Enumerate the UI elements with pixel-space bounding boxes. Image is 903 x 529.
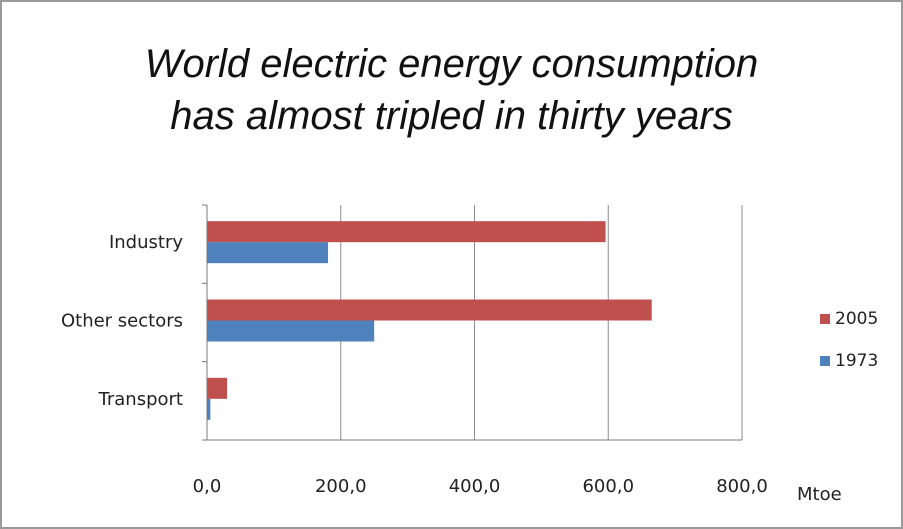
legend-swatch-1973 bbox=[820, 356, 830, 366]
chart-title-line-1: World electric energy consumption bbox=[144, 42, 759, 86]
legend-label-1973: 1973 bbox=[835, 351, 878, 371]
bar-2005 bbox=[207, 221, 606, 243]
bar-2005 bbox=[207, 377, 228, 399]
y-category-label: Industry bbox=[109, 232, 183, 253]
x-tick-label: 800,0 bbox=[716, 476, 768, 497]
chart-title-line-2: has almost tripled in thirty years bbox=[170, 94, 733, 138]
bar-1973 bbox=[207, 398, 211, 420]
grid-lines bbox=[340, 205, 743, 440]
x-axis-unit-label: Mtoe bbox=[797, 484, 842, 505]
legend: 2005 1973 bbox=[820, 309, 878, 371]
bars bbox=[207, 221, 652, 420]
bar-1973 bbox=[207, 320, 375, 342]
labels: 0,0 200,0 400,0 600,0 800,0 Mtoe Industry Other… bbox=[61, 232, 842, 505]
legend-label-2005: 2005 bbox=[835, 309, 878, 329]
bar-2005 bbox=[207, 299, 652, 321]
x-tick-label: 200,0 bbox=[315, 476, 367, 497]
axes bbox=[202, 204, 742, 441]
y-category-label: Transport bbox=[98, 389, 183, 410]
x-tick-label: 600,0 bbox=[582, 476, 634, 497]
x-tick-label: 0,0 bbox=[193, 476, 222, 497]
bar-1973 bbox=[207, 242, 329, 264]
y-category-label: Other sectors bbox=[61, 311, 183, 332]
x-tick-label: 400,0 bbox=[449, 476, 501, 497]
chart-title: World electric energy consumption has al… bbox=[0, 38, 903, 142]
legend-swatch-2005 bbox=[820, 314, 830, 324]
